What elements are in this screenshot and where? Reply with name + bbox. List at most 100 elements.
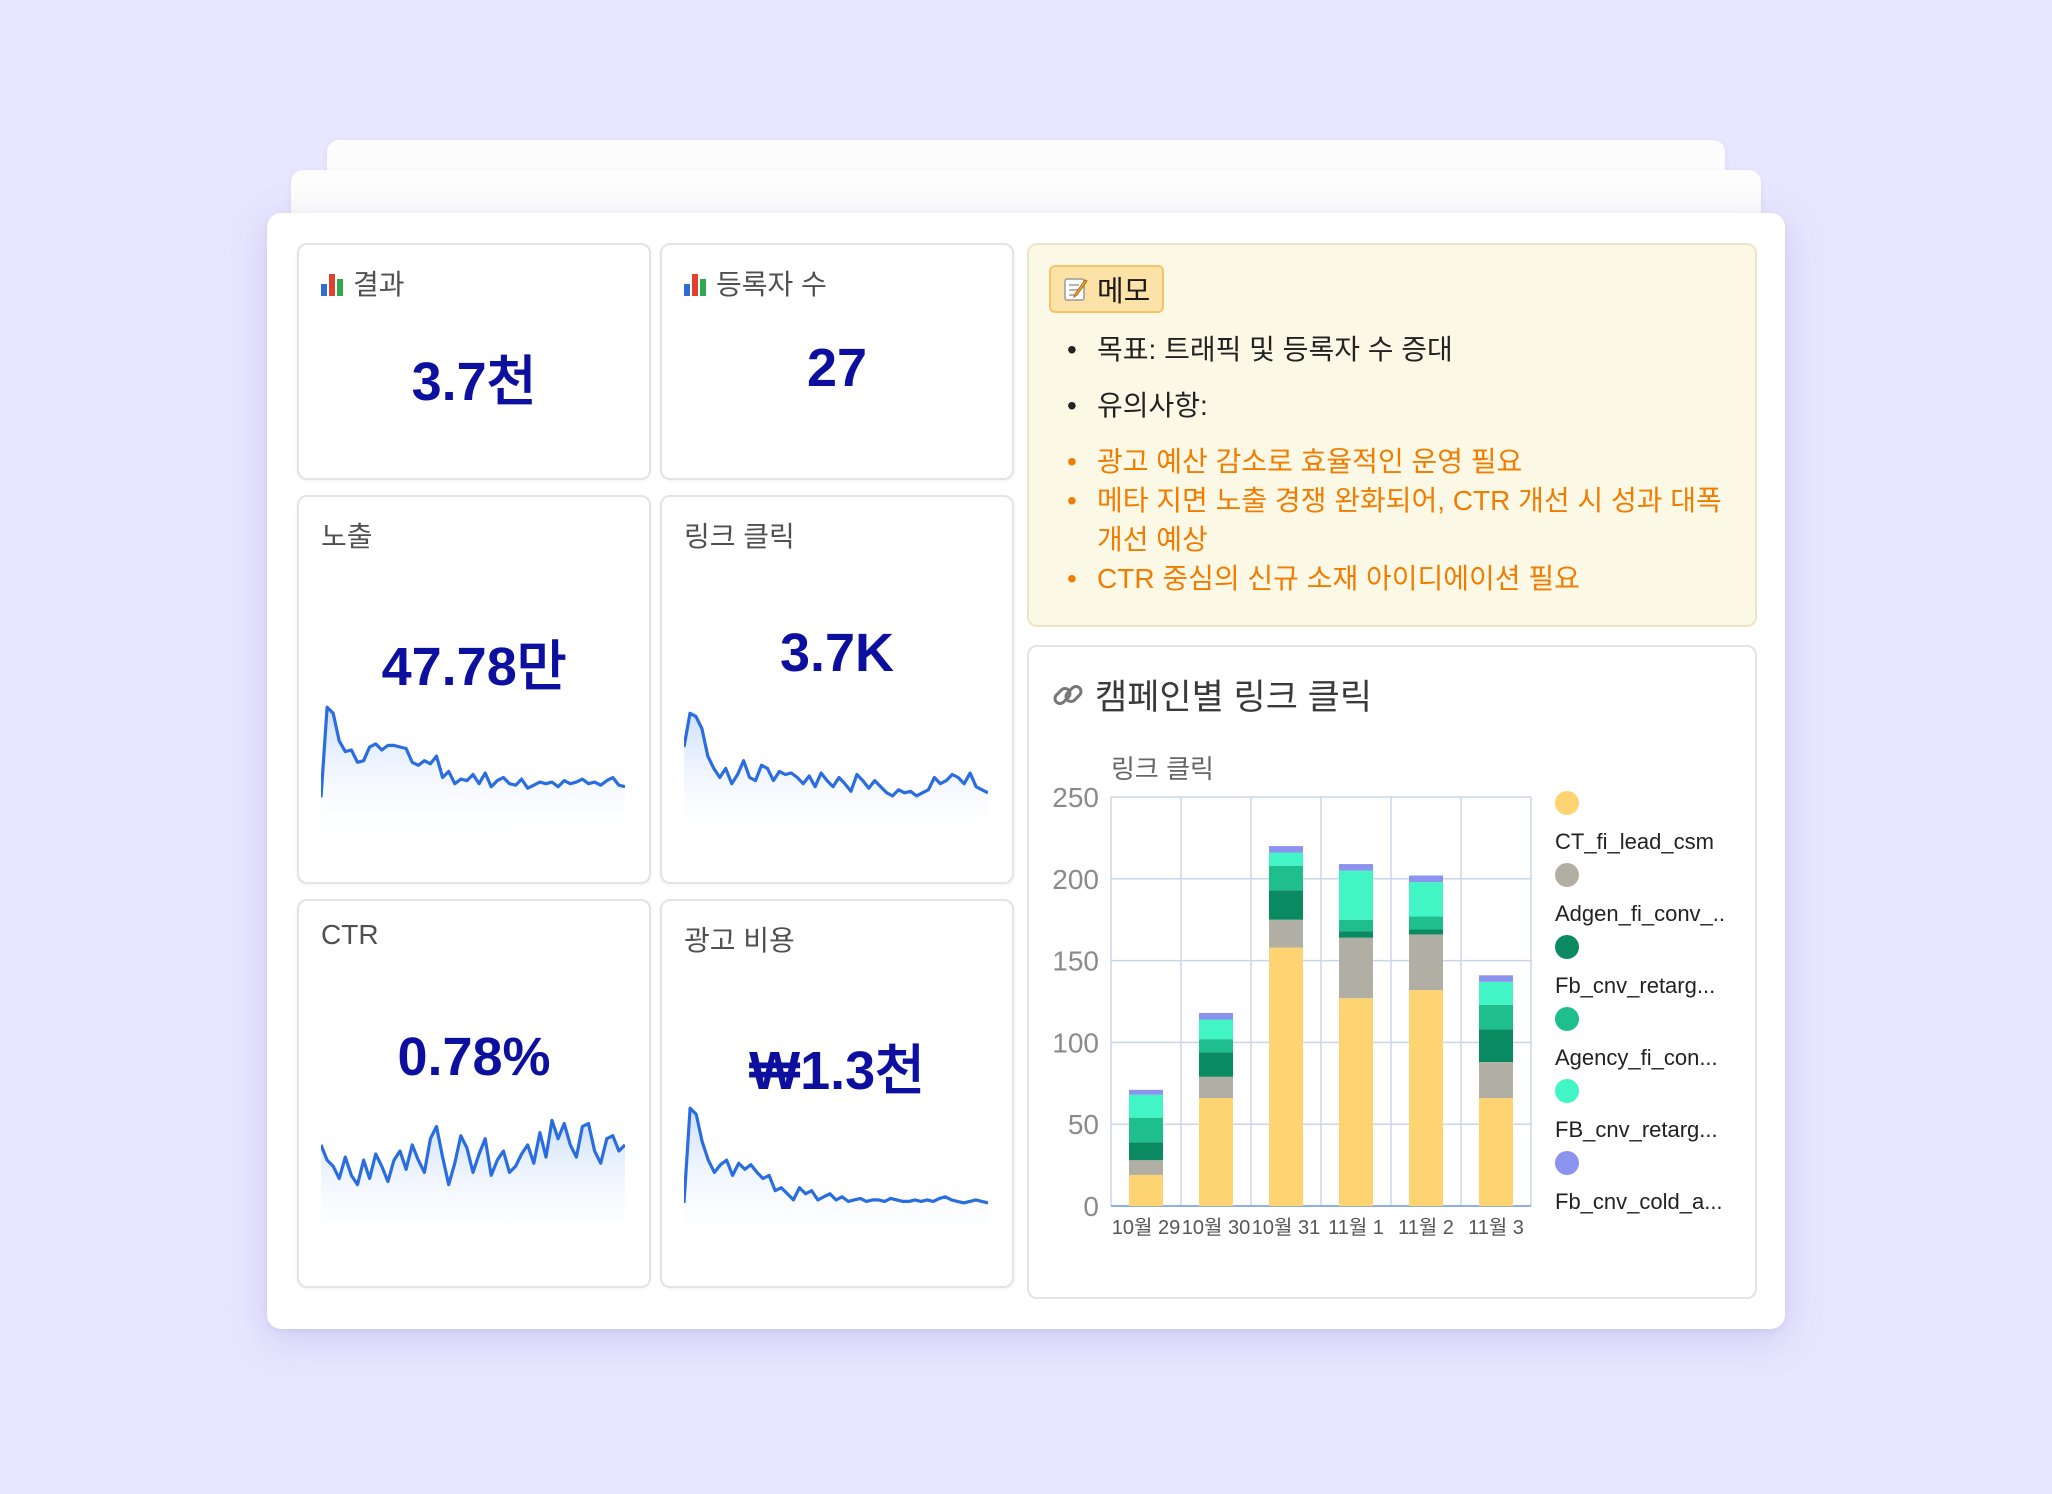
bar-segment[interactable] bbox=[1339, 864, 1373, 871]
x-tick-label: 11월 2 bbox=[1398, 1216, 1454, 1239]
bar-segment[interactable] bbox=[1129, 1117, 1163, 1143]
legend-swatch bbox=[1555, 863, 1579, 887]
ad-spend-sparkline bbox=[684, 1106, 988, 1251]
bar-segment[interactable] bbox=[1409, 882, 1443, 917]
y-tick-label: 250 bbox=[1052, 782, 1099, 813]
bar-segment[interactable] bbox=[1129, 1174, 1163, 1206]
metric-card-results[interactable]: 결과 3.7천 bbox=[297, 243, 651, 480]
metric-label: 결과 bbox=[353, 269, 405, 300]
metric-label: 링크 클릭 bbox=[684, 521, 795, 552]
memo-note: CTR 중심의 신규 소재 아이디에이션 필요 bbox=[1097, 563, 1580, 594]
metric-label: CTR bbox=[321, 919, 379, 950]
x-tick-label: 10월 31 bbox=[1252, 1216, 1320, 1239]
legend-swatch bbox=[1555, 935, 1579, 959]
y-tick-label: 50 bbox=[1068, 1109, 1099, 1140]
bar-segment[interactable] bbox=[1199, 1019, 1233, 1040]
bar-segment[interactable] bbox=[1269, 947, 1303, 1206]
sparkline-area bbox=[684, 1108, 988, 1251]
metric-value: 27 bbox=[806, 338, 868, 398]
legend-label: Adgen_fi_conv_.. bbox=[1555, 901, 1726, 926]
legend-swatch bbox=[1555, 1079, 1579, 1103]
ctr-sparkline bbox=[321, 1118, 625, 1251]
legend-swatch bbox=[1555, 1007, 1579, 1031]
legend-label: FB_cnv_retarg... bbox=[1555, 1117, 1718, 1142]
legend-label: Fb_cnv_cold_a... bbox=[1555, 1189, 1723, 1214]
metric-label: 등록자 수 bbox=[716, 269, 827, 300]
sparkline-line bbox=[684, 711, 988, 798]
bar-segment[interactable] bbox=[1409, 916, 1443, 930]
bar-segment[interactable] bbox=[1199, 1098, 1233, 1206]
bar-segment[interactable] bbox=[1129, 1160, 1163, 1175]
memo-tag-label: 메모 bbox=[1097, 276, 1151, 308]
bar-segment[interactable] bbox=[1199, 1076, 1233, 1099]
bullet-icon: • bbox=[1067, 485, 1077, 516]
bar-segment[interactable] bbox=[1199, 1039, 1233, 1053]
metric-value: ₩1.3천 bbox=[749, 1041, 925, 1101]
legend-swatch bbox=[1555, 1151, 1579, 1175]
sparkline-area bbox=[321, 1120, 625, 1251]
bar-segment[interactable] bbox=[1269, 846, 1303, 853]
metric-card-link-clicks[interactable]: 링크 클릭 3.7K bbox=[660, 495, 1014, 884]
link-clicks-sparkline bbox=[684, 711, 988, 847]
bar-segment[interactable] bbox=[1269, 865, 1303, 891]
memo-note: 개선 예상 bbox=[1097, 524, 1208, 555]
bar-segment[interactable] bbox=[1199, 1012, 1233, 1020]
x-tick-label: 11월 3 bbox=[1468, 1216, 1524, 1239]
metric-card-registrants[interactable]: 등록자 수 27 bbox=[660, 243, 1014, 480]
sparkline-line bbox=[684, 1106, 988, 1205]
metric-label: 노출 bbox=[321, 521, 373, 552]
bar-segment[interactable] bbox=[1269, 890, 1303, 920]
dashboard-card: 결과 3.7천 등록자 수 27 노출 47.78만 링크 클릭 3.7K CT… bbox=[267, 213, 1785, 1329]
metric-value: 0.78% bbox=[397, 1027, 551, 1087]
bar-segment[interactable] bbox=[1479, 1098, 1513, 1206]
stacked-bar-chart: 0 50 100 150 200 250 10월 29 10월 30 10월 31 11월 1 11… bbox=[1052, 782, 1532, 1239]
memo-note: 광고 예산 감소로 효율적인 운영 필요 bbox=[1097, 446, 1523, 477]
sparkline-line bbox=[321, 705, 625, 798]
bar-segment[interactable] bbox=[1339, 998, 1373, 1206]
bar-segment[interactable] bbox=[1479, 981, 1513, 1005]
sparkline-area bbox=[684, 713, 988, 847]
memo-line: 유의사항: bbox=[1097, 390, 1208, 421]
x-tick-label: 11월 1 bbox=[1328, 1216, 1384, 1239]
bar-segment[interactable] bbox=[1129, 1089, 1163, 1095]
memo-icon bbox=[1064, 278, 1088, 301]
bar-segment[interactable] bbox=[1269, 852, 1303, 866]
memo-tag: 메모 bbox=[1049, 265, 1165, 313]
bar-segment[interactable] bbox=[1409, 875, 1443, 883]
metric-label: 광고 비용 bbox=[684, 925, 795, 956]
y-tick-label: 100 bbox=[1052, 1027, 1099, 1058]
impressions-sparkline bbox=[321, 705, 625, 847]
bar-segment[interactable] bbox=[1339, 919, 1373, 932]
bar-segment[interactable] bbox=[1409, 929, 1443, 935]
bar-segment[interactable] bbox=[1479, 1029, 1513, 1063]
metric-card-ad-spend[interactable]: 광고 비용 ₩1.3천 bbox=[660, 899, 1014, 1288]
bar-segment[interactable] bbox=[1409, 990, 1443, 1206]
bar-segment[interactable] bbox=[1339, 931, 1373, 938]
bar-segment[interactable] bbox=[1479, 975, 1513, 982]
bar-segment[interactable] bbox=[1199, 1052, 1233, 1077]
bar-segment[interactable] bbox=[1479, 1062, 1513, 1099]
y-tick-label: 200 bbox=[1052, 864, 1099, 895]
y-axis-title: 링크 클릭 bbox=[1111, 754, 1214, 784]
memo-line: 목표: 트래픽 및 등록자 수 증대 bbox=[1097, 334, 1453, 365]
metric-value: 3.7K bbox=[779, 623, 895, 683]
metric-card-ctr[interactable]: CTR 0.78% bbox=[297, 899, 651, 1288]
bar-segment[interactable] bbox=[1339, 870, 1373, 920]
bar-segment[interactable] bbox=[1479, 1004, 1513, 1030]
bar-segment[interactable] bbox=[1129, 1142, 1163, 1161]
sparkline-line bbox=[321, 1118, 625, 1187]
bullet-icon: • bbox=[1067, 446, 1077, 477]
y-tick-label: 0 bbox=[1083, 1191, 1099, 1222]
bar-segment[interactable] bbox=[1129, 1094, 1163, 1118]
legend-label: CT_fi_lead_csm bbox=[1555, 829, 1714, 854]
bar-segment[interactable] bbox=[1409, 934, 1443, 991]
bar-segment[interactable] bbox=[1269, 919, 1303, 948]
legend-label: Agency_fi_con... bbox=[1555, 1045, 1718, 1070]
legend-swatch bbox=[1555, 791, 1579, 815]
bar-chart-icon bbox=[684, 270, 708, 296]
bar-segment[interactable] bbox=[1339, 937, 1373, 999]
bullet-icon: • bbox=[1067, 334, 1077, 365]
metric-value: 3.7천 bbox=[411, 352, 537, 412]
metric-card-impressions[interactable]: 노출 47.78만 bbox=[297, 495, 651, 884]
chart-panel-title: 캠페인별 링크 클릭 bbox=[1095, 678, 1373, 717]
